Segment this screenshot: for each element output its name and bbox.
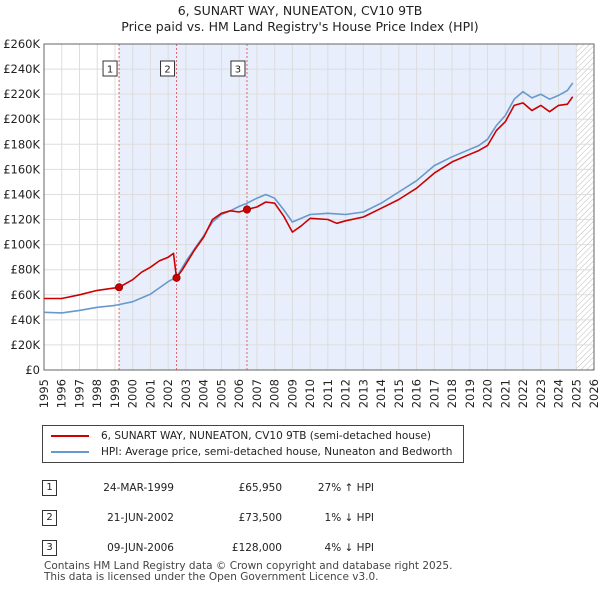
- x-tick-label: 2003: [179, 379, 193, 408]
- sales-table: 1 24-MAR-1999 £65,950 27% ↑ HPI 2 21-JUN…: [42, 473, 374, 563]
- y-tick-label: £260K: [3, 37, 40, 51]
- x-tick-label: 1996: [55, 379, 69, 408]
- x-tick-label: 2018: [445, 379, 459, 408]
- table-row: 1 24-MAR-1999 £65,950 27% ↑ HPI: [42, 473, 374, 503]
- table-row: 3 09-JUN-2006 £128,000 4% ↓ HPI: [42, 533, 374, 563]
- x-tick-label: 2001: [143, 379, 157, 408]
- plot-border: [43, 43, 595, 371]
- price-chart: £0 £20K £40K £60K £80K £100K £120K £140K £160K £1…: [3, 37, 600, 408]
- ownership-shade: [176, 44, 247, 370]
- x-tick-label: 2004: [197, 379, 211, 408]
- y-tick-label: £60K: [11, 288, 41, 302]
- sale-marker-box: [102, 60, 118, 77]
- y-tick-label: £100K: [3, 238, 40, 252]
- sale-marker-label: 3: [42, 540, 57, 556]
- y-tick-label: £220K: [3, 87, 40, 101]
- property-price-line: [44, 96, 574, 300]
- x-tick-label: 2023: [534, 379, 548, 408]
- chart-subtitle: Price paid vs. HM Land Registry's House …: [121, 19, 479, 34]
- x-tick-label: 2011: [321, 379, 335, 408]
- x-tick-label: 2013: [356, 379, 370, 408]
- x-tick-label: 2010: [303, 379, 317, 408]
- x-tick-label: 1995: [37, 379, 51, 408]
- x-tick-label: 2017: [427, 379, 441, 408]
- sale-marker-number: 1: [107, 65, 113, 76]
- sale-point: [172, 273, 181, 282]
- legend-label-property: 6, SUNART WAY, NUNEATON, CV10 9TB (semi-…: [101, 430, 432, 442]
- y-tick-label: £140K: [3, 187, 40, 201]
- legend-label-hpi: HPI: Average price, semi-detached house,…: [101, 446, 453, 458]
- x-tick-label: 2006: [232, 379, 246, 408]
- x-tick-label: 2005: [214, 379, 228, 408]
- sale-marker-number: 3: [235, 65, 241, 76]
- legend: 6, SUNART WAY, NUNEATON, CV10 9TB (semi-…: [42, 425, 464, 463]
- sale-marker-number: 2: [164, 65, 170, 76]
- ownership-shade: [119, 44, 177, 370]
- x-tick-label: 2000: [126, 379, 140, 408]
- y-tick-label: £120K: [3, 213, 40, 227]
- x-tick-label: 1998: [90, 379, 104, 408]
- hpi-line: [43, 82, 574, 314]
- sale-marker-box: [230, 60, 246, 77]
- x-tick-label: 2019: [463, 379, 477, 408]
- x-tick-label: 2014: [374, 379, 388, 408]
- footer-licence: This data is licensed under the Open Gov…: [44, 571, 379, 583]
- x-tick-label: 2025: [569, 379, 583, 408]
- sale-date: 09-JUN-2006: [107, 542, 174, 554]
- x-tick-label: 2007: [250, 379, 264, 408]
- future-hatch: [576, 44, 594, 370]
- y-tick-label: £0: [25, 363, 40, 377]
- x-tick-label: 2022: [516, 379, 530, 408]
- x-tick-label: 1999: [108, 379, 122, 408]
- y-tick-label: £240K: [3, 62, 40, 76]
- sale-marker-box: [160, 60, 176, 77]
- x-tick-label: 2024: [552, 379, 566, 408]
- sale-hpi-diff: 4% ↓ HPI: [324, 542, 374, 554]
- x-tick-label: 2016: [410, 379, 424, 408]
- x-tick-label: 2002: [161, 379, 175, 408]
- y-tick-label: £20K: [11, 338, 41, 352]
- x-tick-label: 1997: [72, 379, 86, 408]
- x-tick-label: 2012: [339, 379, 353, 408]
- footer-copyright: Contains HM Land Registry data © Crown c…: [44, 560, 453, 572]
- legend-swatch-hpi: [51, 451, 89, 453]
- sale-price: £65,950: [238, 482, 282, 494]
- footer: Contains HM Land Registry data © Crown c…: [44, 561, 452, 583]
- y-tick-label: £160K: [3, 162, 40, 176]
- sale-price: £73,500: [238, 512, 282, 524]
- x-tick-label: 2009: [285, 379, 299, 408]
- ownership-shade: [246, 44, 577, 370]
- y-tick-label: £80K: [11, 263, 41, 277]
- x-tick-label: 2026: [587, 379, 600, 408]
- sale-hpi-diff: 27% ↑ HPI: [317, 482, 374, 494]
- sale-point: [242, 205, 251, 214]
- table-row: 2 21-JUN-2002 £73,500 1% ↓ HPI: [42, 503, 374, 533]
- x-tick-label: 2021: [498, 379, 512, 408]
- chart-title: 6, SUNART WAY, NUNEATON, CV10 9TB: [177, 3, 423, 18]
- sale-hpi-diff: 1% ↓ HPI: [324, 512, 374, 524]
- y-tick-label: £200K: [3, 112, 40, 126]
- sale-marker-label: 1: [42, 480, 57, 496]
- sale-price: £128,000: [231, 542, 282, 554]
- sale-date: 21-JUN-2002: [107, 512, 174, 524]
- x-tick-label: 2020: [481, 379, 495, 408]
- y-tick-label: £180K: [3, 137, 40, 151]
- sale-marker-label: 2: [42, 510, 57, 526]
- y-tick-label: £40K: [11, 313, 41, 327]
- x-tick-label: 2015: [392, 379, 406, 408]
- sale-point: [115, 283, 124, 292]
- x-tick-label: 2008: [268, 379, 282, 408]
- sale-date: 24-MAR-1999: [103, 482, 174, 494]
- legend-swatch-property: [51, 435, 89, 437]
